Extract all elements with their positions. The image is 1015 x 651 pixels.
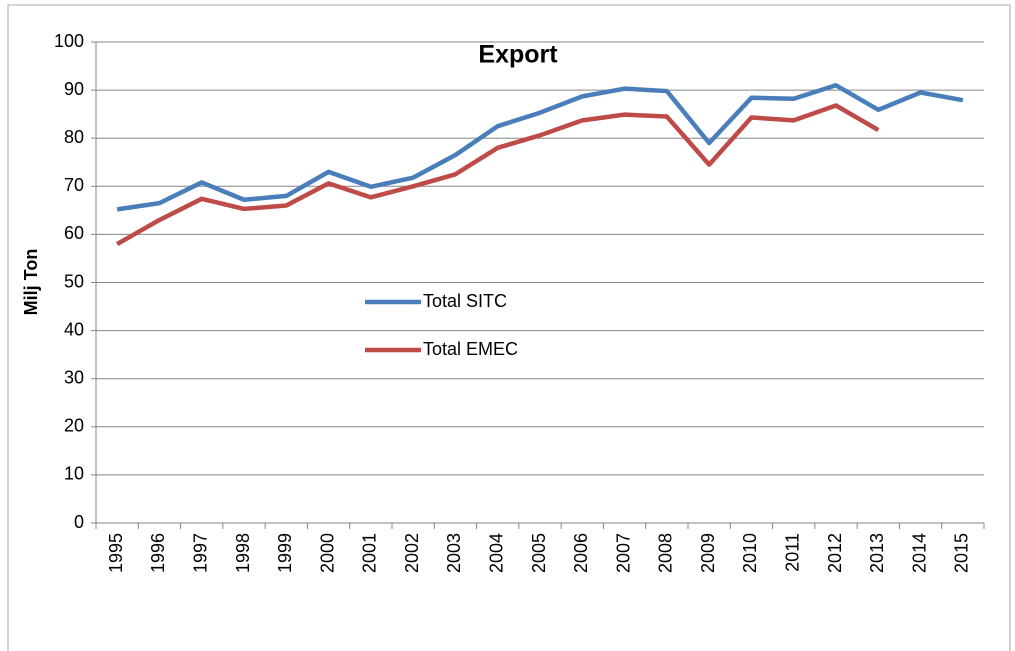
x-tick-label: 2011 [782, 533, 802, 572]
x-tick-label: 2001 [360, 533, 380, 573]
x-tick-label: 2015 [952, 533, 972, 573]
x-tick-label: 2007 [613, 533, 633, 573]
x-tick-label: 2004 [486, 533, 506, 573]
y-tick-label: 50 [64, 271, 84, 291]
x-tick-label: 1998 [233, 533, 253, 573]
x-tick-label: 1997 [190, 533, 210, 573]
y-tick-label: 40 [64, 319, 84, 339]
x-tick-label: 2009 [698, 533, 718, 573]
chart-frame [7, 4, 1011, 651]
legend-label: Total SITC [423, 291, 507, 311]
y-tick-label: 0 [74, 512, 84, 532]
x-tick-label: 1995 [106, 533, 126, 573]
legend-label: Total EMEC [423, 339, 518, 359]
y-tick-label: 80 [64, 127, 84, 147]
y-tick-label: 10 [64, 464, 84, 484]
x-tick-label: 2008 [656, 533, 676, 573]
x-tick-label: 1999 [275, 533, 295, 573]
y-tick-label: 90 [64, 79, 84, 99]
x-tick-label: 1996 [148, 533, 168, 573]
y-axis-label: Milj Ton [21, 249, 41, 316]
chart-title: Export [478, 41, 558, 69]
x-tick-label: 2000 [317, 533, 337, 573]
x-tick-label: 2002 [402, 533, 422, 573]
x-tick-label: 2014 [909, 533, 929, 573]
x-tick-label: 2005 [529, 533, 549, 573]
x-tick-label: 2013 [867, 533, 887, 573]
series-line [116, 103, 880, 246]
y-tick-label: 70 [64, 175, 84, 195]
y-tick-label: 20 [64, 416, 84, 436]
y-tick-label: 100 [54, 31, 84, 51]
series-line [116, 83, 964, 212]
y-tick-label: 60 [64, 223, 84, 243]
x-tick-label: 2003 [444, 533, 464, 573]
x-tick-label: 2010 [740, 533, 760, 573]
x-tick-label: 2006 [571, 533, 591, 573]
x-tick-label: 2012 [825, 533, 845, 573]
y-tick-label: 30 [64, 367, 84, 387]
